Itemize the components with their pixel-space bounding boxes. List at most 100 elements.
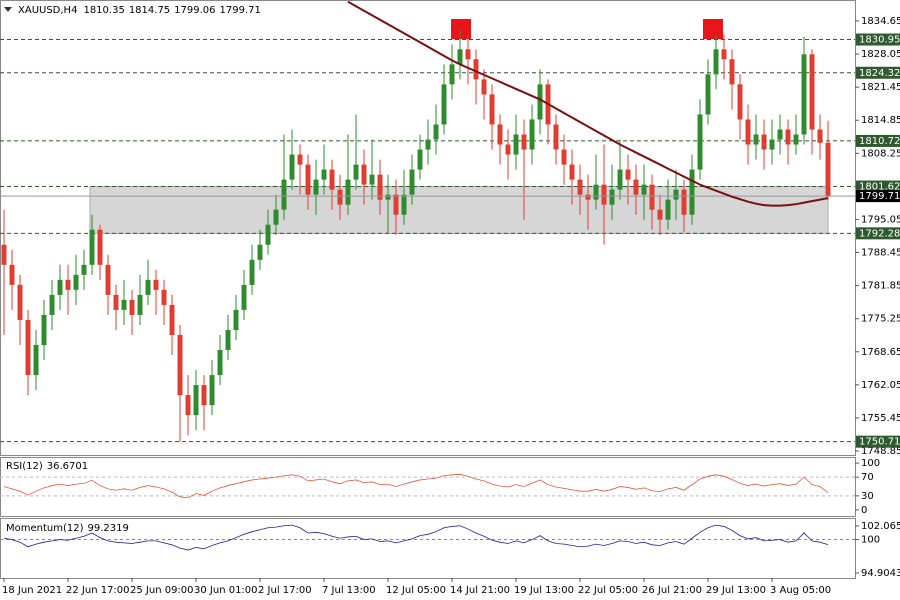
high: 1814.75 (129, 5, 170, 16)
candle-body (793, 134, 799, 145)
candle-body (625, 169, 631, 180)
candle-body (553, 124, 559, 150)
candle-body (681, 189, 687, 215)
x-tick-label: 3 Aug 05:00 (770, 585, 831, 596)
x-tick-label: 2 Jul 17:00 (258, 585, 312, 596)
candle-body (121, 299, 127, 310)
level-label-box (856, 227, 900, 240)
y-tick-label: 1755.45 (861, 413, 900, 424)
candle-body (81, 264, 87, 275)
candle-body (17, 284, 23, 320)
moving-average (347, 0, 829, 207)
top-marker (703, 19, 723, 39)
candle-body (241, 284, 247, 310)
top-marker (451, 19, 471, 39)
momentum-line (3, 524, 829, 551)
candle-body (297, 154, 303, 165)
candle-body (481, 79, 487, 95)
level-label-box (856, 435, 900, 448)
zone-layer (89, 186, 829, 234)
candle-body (817, 129, 823, 143)
candle-body (33, 344, 39, 376)
level-label: 1801.62 (859, 182, 900, 193)
candle-body (537, 84, 543, 120)
candle-body (129, 299, 135, 315)
symbol: XAUUSD,H4 (18, 5, 77, 16)
x-tick-label: 25 Jun 09:00 (130, 585, 194, 596)
candle-body (25, 319, 31, 376)
candle-body (257, 244, 263, 260)
candle-body (9, 264, 15, 285)
y-tick-label: 30 (861, 491, 874, 502)
candle-body (161, 289, 167, 305)
candle-body (617, 169, 623, 190)
y-tick-label: 1795.05 (861, 214, 900, 225)
x-tick-label: 12 Jul 05:00 (386, 585, 446, 596)
candle-body (761, 134, 767, 150)
candle-body (225, 329, 231, 351)
candle-body (473, 59, 479, 80)
candle-body (641, 184, 647, 195)
candle-body (665, 199, 671, 220)
level-label-box (856, 66, 900, 79)
candle-body (449, 64, 455, 85)
candle-body (561, 149, 567, 165)
current-price-box (856, 190, 900, 203)
candle-body (529, 119, 535, 150)
candle-body (521, 134, 527, 150)
candle-body (57, 279, 63, 295)
candle-body (417, 149, 423, 170)
level-label: 1750.71 (859, 437, 900, 448)
low: 1799.06 (174, 5, 215, 16)
candle-body (433, 124, 439, 140)
candle-body (777, 129, 783, 140)
x-tick-label: 26 Jul 21:00 (642, 585, 702, 596)
rsi-line (3, 473, 829, 499)
candle-body (801, 54, 807, 135)
candle-body (425, 139, 431, 150)
candle-body (169, 304, 175, 335)
candle-body (393, 194, 399, 215)
candle-body (145, 279, 151, 295)
candle-body (465, 49, 471, 60)
y-tick-label: 70 (861, 472, 874, 483)
candle-body (609, 189, 615, 205)
candle-body (353, 164, 359, 180)
candle-body (569, 164, 575, 180)
zone (89, 186, 829, 234)
candle-body (489, 94, 495, 125)
rsi-pane (0, 457, 856, 517)
momentum-title: Momentum(12) 99.2319 (6, 523, 129, 534)
candle-body (649, 184, 655, 210)
candle-body (585, 194, 591, 200)
close: 1799.71 (220, 5, 261, 16)
candle-body (505, 144, 511, 155)
candle-body (105, 264, 111, 295)
candle-body (153, 279, 159, 290)
candle-body (497, 124, 503, 145)
x-tick-label: 7 Jul 13:00 (322, 585, 376, 596)
candle-body (193, 385, 199, 416)
candle-body (41, 314, 47, 345)
x-tick-label: 30 Jun 01:00 (194, 585, 258, 596)
y-tick-label: 1834.65 (861, 16, 900, 27)
candle-body (377, 174, 383, 200)
collapse-icon (4, 7, 12, 12)
momentum-value: 99.2319 (88, 523, 129, 534)
candle-body (785, 129, 791, 145)
candle-body (249, 259, 255, 285)
candle-body (273, 209, 279, 225)
level-label-box (856, 180, 900, 193)
candle-body (281, 179, 287, 210)
candle-body (345, 179, 351, 205)
y-tick-label: 100 (861, 458, 880, 469)
level-label: 1810.72 (859, 136, 900, 147)
candle-body (321, 169, 327, 180)
candle-body (737, 84, 743, 120)
y-tick-label: 1788.45 (861, 248, 900, 259)
momentum-pane (0, 518, 856, 579)
candle-body (305, 164, 311, 195)
candle-body (385, 194, 391, 200)
